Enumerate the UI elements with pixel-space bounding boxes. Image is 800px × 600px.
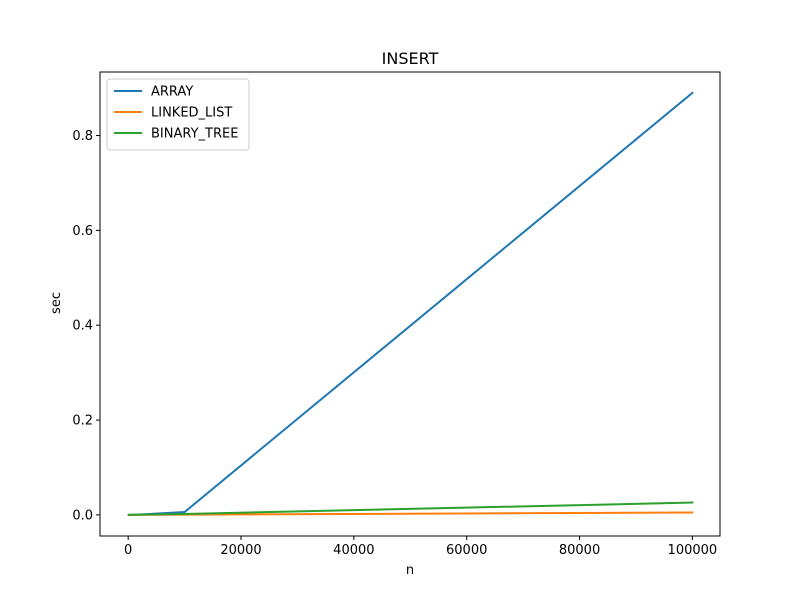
series-line-binary-tree (127, 501, 694, 516)
plot-area: 0 20000 40000 60000 80000 100000 0.0 0.2 0.4 0.6 0… (72, 71, 721, 558)
y-tick-label: 0.4 (72, 319, 93, 334)
y-tick-label: 0.2 (72, 414, 93, 429)
y-tick-label: 0.0 (72, 508, 93, 523)
axes-frame (99, 71, 721, 537)
y-tick-label: 0.6 (72, 224, 93, 239)
x-tick-label: 80000 (559, 543, 600, 558)
x-tick-label: 100000 (668, 543, 718, 558)
x-axis-label: n (406, 563, 414, 578)
legend-label-binary-tree: BINARY_TREE (151, 127, 238, 142)
legend-frame (106, 78, 250, 151)
legend-label-array: ARRAY (151, 85, 193, 100)
x-tick-label: 20000 (220, 543, 261, 558)
legend-label-linked-list: LINKED_LIST (151, 106, 232, 121)
y-tick-label: 0.8 (72, 129, 93, 144)
chart-title: INSERT (382, 49, 439, 68)
x-tick-label: 40000 (333, 543, 374, 558)
x-tick-label: 60000 (446, 543, 487, 558)
x-tick-label: 0 (124, 543, 132, 558)
y-axis-label: sec (49, 292, 64, 314)
legend: ARRAY LINKED_LIST BINARY_TREE (106, 78, 250, 151)
